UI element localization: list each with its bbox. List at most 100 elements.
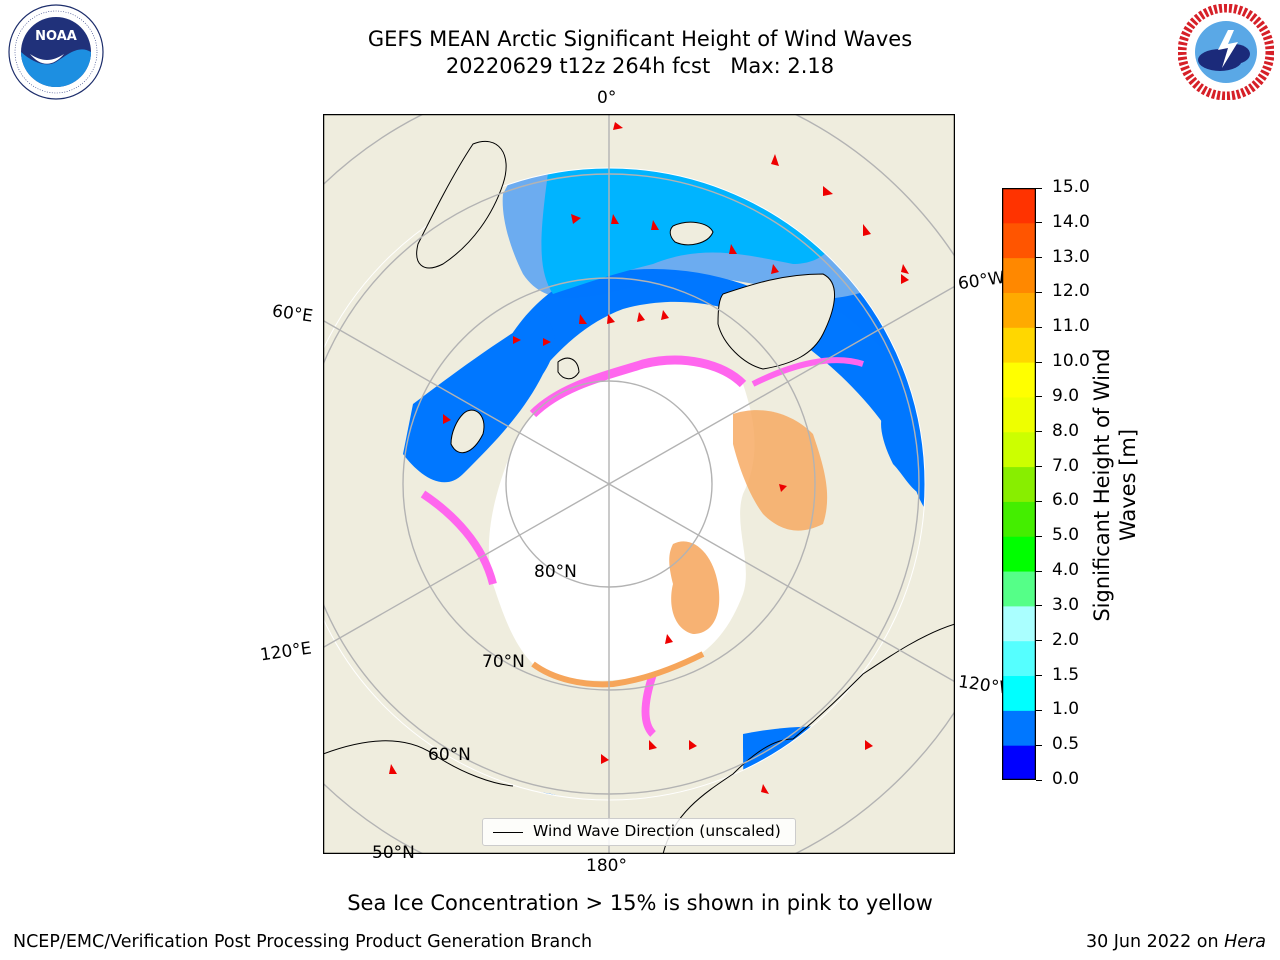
colorbar-tick-mark: [1036, 570, 1042, 572]
arrow: [613, 122, 623, 130]
lat-label-80: 80°N: [534, 562, 577, 582]
colorbar-band: [1002, 640, 1036, 677]
lon-label-60e: 60°E: [270, 301, 315, 327]
arrow: [823, 186, 833, 196]
arrow: [729, 244, 737, 254]
colorbar-band: [1002, 710, 1036, 746]
colorbar-tick-mark: [1036, 326, 1042, 328]
sea-ice-orange-patch: [669, 541, 720, 634]
colorbar-band: [1002, 396, 1036, 433]
arrow: [901, 274, 909, 284]
colorbar-band: [1002, 327, 1036, 363]
arrow: [865, 740, 873, 750]
colorbar-tick-label: 10.0: [1052, 351, 1090, 372]
arrow: [863, 224, 871, 236]
colorbar-tick-mark: [1036, 640, 1042, 642]
svalbard: [557, 357, 580, 380]
colorbar-tick-label: 1.5: [1052, 664, 1080, 685]
colorbar-tick-mark: [1036, 535, 1042, 537]
colorbar-label-line-2: Waves [m]: [1116, 428, 1140, 542]
arrow: [901, 264, 909, 274]
lon-label-120e: 120°E: [258, 638, 313, 666]
date-value: 30 Jun 2022 on: [1085, 932, 1225, 952]
colorbar-tick-label: 8.0: [1052, 420, 1080, 441]
arrow: [649, 740, 657, 750]
colorbar-tick-mark: [1036, 605, 1042, 607]
colorbar-tick-label: 4.0: [1052, 560, 1080, 581]
arrow: [665, 634, 673, 644]
lat-label-70: 70°N: [482, 652, 525, 672]
colorbar-tick-label: 0.0: [1052, 769, 1080, 789]
colorbar-tick-label: 2.0: [1052, 629, 1080, 650]
colorbar-tick-mark: [1036, 257, 1042, 259]
colorbar: [1002, 188, 1036, 780]
arrow: [543, 338, 551, 346]
arrow: [513, 336, 521, 344]
ocean-atlantic: [473, 269, 925, 521]
noaa-logo: NOAA: [8, 4, 104, 100]
greenland: [717, 273, 836, 370]
colorbar-tick-label: 6.0: [1052, 490, 1080, 511]
scandinavia: [416, 140, 507, 269]
colorbar-tick-label: 13.0: [1052, 246, 1090, 267]
colorbar-band: [1002, 466, 1036, 502]
lon-label-180: 180°: [586, 856, 627, 876]
host-name: Hera: [1224, 932, 1266, 952]
siberia-coast: [323, 740, 514, 787]
colorbar-tick-label: 1.0: [1052, 699, 1080, 720]
arrow: [571, 214, 581, 224]
colorbar-band: [1002, 675, 1036, 711]
colorbar-band: [1002, 431, 1036, 468]
greenland-pink: [751, 357, 864, 387]
colorbar-tick-label: 7.0: [1052, 455, 1080, 476]
arrow: [611, 214, 619, 224]
colorbar-tick-label: 0.5: [1052, 734, 1080, 755]
colorbar-band: [1002, 501, 1036, 537]
arrow: [689, 740, 697, 750]
arrow: [637, 312, 645, 322]
title-line-2: 20220629 t12z 264h fcst Max: 2.18: [445, 54, 835, 78]
colorbar-tick-mark: [1036, 187, 1042, 189]
sea-ice-edge-pink: [529, 355, 747, 418]
colorbar-band: [1002, 605, 1036, 642]
colorbar-tick-label: 14.0: [1052, 211, 1090, 232]
colorbar-tick-mark: [1036, 709, 1042, 711]
colorbar-tick-mark: [1036, 431, 1042, 433]
novaya-zemlya: [450, 409, 485, 454]
arrow: [779, 484, 787, 492]
colorbar-tick-label: 11.0: [1052, 316, 1090, 337]
lon-label-0: 0°: [597, 88, 617, 108]
lon-label-60w: 60°W: [956, 267, 1007, 295]
colorbar-tick-mark: [1036, 361, 1042, 363]
colorbar-tick-mark: [1036, 466, 1042, 468]
ocean-hudson: [881, 410, 925, 494]
colorbar-band: [1002, 536, 1036, 572]
sea-ice-edge-pink-3: [641, 672, 657, 737]
sea-ice-note: Sea Ice Concentration > 15% is shown in …: [347, 891, 933, 915]
colorbar-band: [1002, 292, 1036, 328]
colorbar-band: [1002, 745, 1036, 780]
colorbar-tick-label: 3.0: [1052, 594, 1080, 615]
chart-title: GEFS MEAN Arctic Significant Height of W…: [0, 26, 1280, 80]
ocean-barents: [403, 314, 555, 483]
legend-line-sample: [493, 832, 523, 833]
title-line-1: GEFS MEAN Arctic Significant Height of W…: [367, 27, 913, 51]
colorbar-band: [1002, 257, 1036, 293]
sea-ice-edge-pink-2: [420, 490, 497, 586]
wind-wave-arrows: [389, 122, 909, 794]
colorbar-tick-label: 5.0: [1052, 525, 1080, 546]
archipelago-ice: [733, 410, 828, 531]
arrow: [389, 764, 397, 774]
arrow: [607, 314, 615, 324]
arrow: [771, 264, 779, 274]
sea-ice-edge-orange: [531, 651, 705, 688]
colorbar-tick-mark: [1036, 396, 1042, 398]
colorbar-tick-label: 12.0: [1052, 281, 1090, 302]
colorbar-band: [1002, 188, 1036, 224]
arrow: [601, 754, 609, 764]
svg-text:NOAA: NOAA: [35, 29, 77, 44]
colorbar-label-line-1: Significant Height of Wind: [1090, 348, 1114, 622]
colorbar-tick-mark: [1036, 744, 1042, 746]
colorbar-tick-mark: [1036, 222, 1042, 224]
map-frame: [323, 114, 955, 854]
